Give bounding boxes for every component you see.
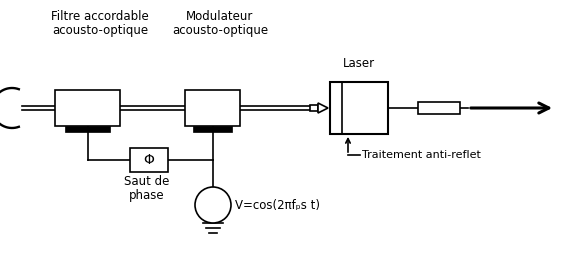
Circle shape: [195, 187, 231, 223]
Bar: [193, 126, 232, 132]
Text: acousto-optique: acousto-optique: [52, 24, 148, 37]
Bar: [185, 90, 240, 126]
Bar: [130, 148, 168, 172]
Text: Φ: Φ: [143, 153, 155, 167]
Text: Laser: Laser: [343, 57, 375, 70]
Polygon shape: [318, 103, 328, 113]
Bar: [65, 126, 110, 132]
Bar: [418, 102, 460, 114]
Text: phase: phase: [129, 189, 165, 202]
Text: Saut de: Saut de: [124, 175, 170, 188]
Text: acousto-optique: acousto-optique: [172, 24, 268, 37]
Bar: [55, 90, 120, 126]
Text: Filtre accordable: Filtre accordable: [51, 10, 149, 23]
Text: V=cos(2πfₚs t): V=cos(2πfₚs t): [235, 199, 320, 211]
Text: Traitement anti-reflet: Traitement anti-reflet: [362, 150, 481, 160]
Bar: [330, 82, 388, 134]
Text: Modulateur: Modulateur: [187, 10, 253, 23]
Polygon shape: [310, 105, 318, 111]
